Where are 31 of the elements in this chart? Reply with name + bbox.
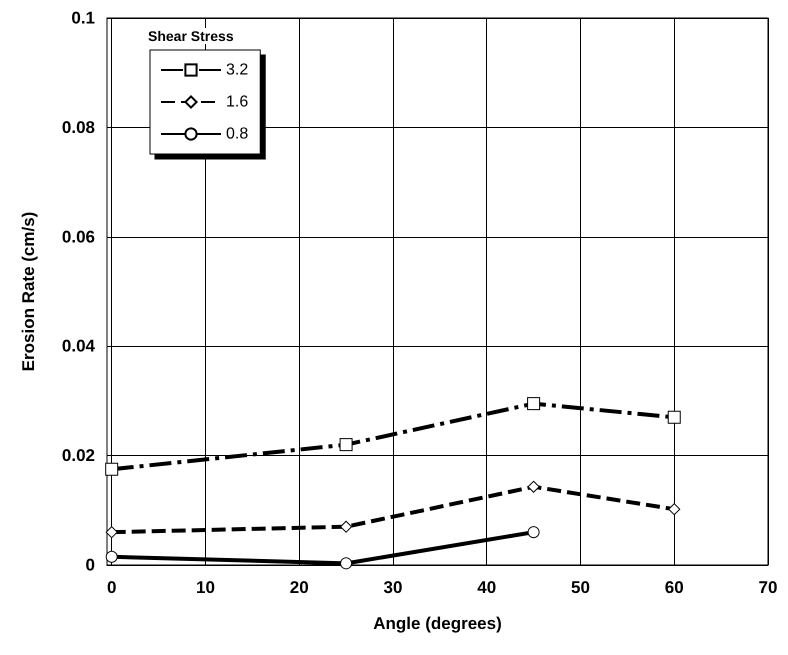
point	[527, 397, 540, 410]
point	[106, 526, 118, 538]
y-tick-label: 0.04	[62, 336, 96, 356]
point	[106, 550, 118, 563]
legend-label: 1.6	[226, 94, 248, 110]
y-tick-label: 0.08	[62, 118, 95, 137]
point	[340, 557, 352, 570]
y-tick-label: 0.1	[71, 8, 95, 28]
x-tick-label: 10	[196, 578, 215, 597]
point	[105, 462, 118, 476]
y-axis-title: Erosion Rate (cm/s)	[19, 212, 38, 372]
x-tick-label: 20	[290, 578, 309, 597]
point	[340, 438, 353, 452]
x-tick-label: 60	[664, 578, 684, 597]
point	[528, 480, 540, 493]
point	[668, 503, 680, 516]
x-tick-label: 50	[571, 578, 590, 597]
y-tick-label: 0.06	[62, 227, 95, 246]
point	[528, 526, 540, 538]
x-tick-label: 70	[758, 578, 778, 597]
x-tick-label: 0	[106, 578, 116, 597]
y-tick-label: 0	[86, 556, 95, 574]
point	[668, 410, 681, 424]
x-tick-label: 30	[384, 578, 402, 597]
legend-label: 0.8	[226, 126, 248, 142]
x-tick-label: 40	[477, 578, 496, 597]
x-axis-title: Angle (degrees)	[373, 614, 502, 633]
point	[340, 520, 352, 533]
legend-label: 3.2	[226, 62, 248, 78]
y-tick-label: 0.02	[62, 446, 95, 466]
legend-title: Shear Stress	[148, 28, 234, 44]
